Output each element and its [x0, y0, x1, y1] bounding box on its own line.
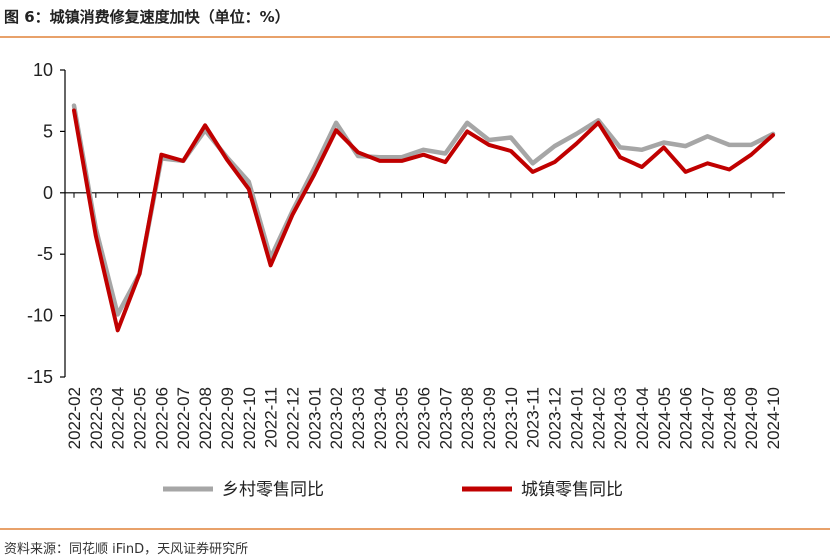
x-tick-label: 2022-06 [152, 387, 171, 449]
y-tick-label: 10 [33, 60, 53, 80]
x-tick-label: 2024-04 [633, 387, 652, 449]
x-tick-label: 2022-10 [240, 387, 259, 449]
x-tick-label: 2024-03 [611, 387, 630, 449]
y-tick-label: -10 [27, 306, 53, 326]
x-tick-label: 2022-12 [283, 387, 302, 449]
y-tick-label: -15 [27, 367, 53, 387]
x-tick-label: 2023-10 [502, 387, 521, 449]
x-tick-label: 2024-10 [764, 387, 783, 449]
x-tick-label: 2024-01 [567, 387, 586, 449]
bottom-divider [0, 528, 830, 530]
chart-legend: 乡村零售同比 城镇零售同比 [163, 480, 623, 500]
series-lines [71, 103, 776, 333]
series-line-rural-retail [71, 103, 776, 317]
x-tick-label: 2023-07 [436, 387, 455, 449]
x-tick-label: 2024-09 [742, 387, 761, 449]
x-tick-label: 2022-04 [109, 387, 128, 449]
chart-axes [64, 70, 785, 377]
x-tick-label: 2024-08 [720, 387, 739, 449]
x-tick-label: 2023-06 [415, 387, 434, 449]
x-axis-ticks: 2022-02 2022-03 2022-04 2022-05 2022-06 2022-… [65, 192, 783, 449]
x-tick-label: 2024-05 [655, 387, 674, 449]
x-tick-label: 2024-07 [698, 387, 717, 449]
y-tick-label: 5 [43, 121, 53, 141]
legend-label-rural: 乡村零售同比 [222, 480, 324, 500]
y-axis-ticks: 10 5 0 -5 -10 -15 [27, 60, 65, 387]
x-tick-label: 2023-05 [393, 387, 412, 449]
y-tick-label: -5 [37, 244, 53, 264]
x-tick-label: 2023-11 [524, 387, 543, 448]
x-tick-label: 2022-08 [196, 387, 215, 449]
chart-title: 图 6：城镇消费修复速度加快（单位：%） [4, 8, 290, 26]
x-tick-label: 2023-01 [305, 387, 324, 449]
x-tick-label: 2023-12 [546, 387, 565, 449]
source-note: 资料来源：同花顺 iFinD，天风证券研究所 [4, 542, 249, 557]
x-tick-label: 2022-07 [174, 387, 193, 449]
series-line-urban-retail [72, 108, 775, 333]
x-tick-label: 2022-09 [218, 387, 237, 449]
x-tick-label: 2022-05 [131, 387, 150, 449]
x-tick-label: 2023-08 [458, 387, 477, 449]
x-tick-label: 2022-03 [87, 387, 106, 449]
y-tick-label: 0 [43, 183, 53, 203]
x-tick-label: 2023-02 [327, 387, 346, 449]
legend-label-urban: 城镇零售同比 [521, 480, 623, 500]
x-tick-label: 2022-11 [262, 387, 281, 448]
x-tick-label: 2022-02 [65, 387, 84, 449]
x-tick-label: 2023-03 [349, 387, 368, 449]
top-divider [0, 36, 830, 38]
x-tick-label: 2024-02 [589, 387, 608, 449]
x-tick-label: 2024-06 [677, 387, 696, 449]
x-tick-label: 2023-04 [371, 387, 390, 449]
x-tick-label: 2023-09 [480, 387, 499, 449]
